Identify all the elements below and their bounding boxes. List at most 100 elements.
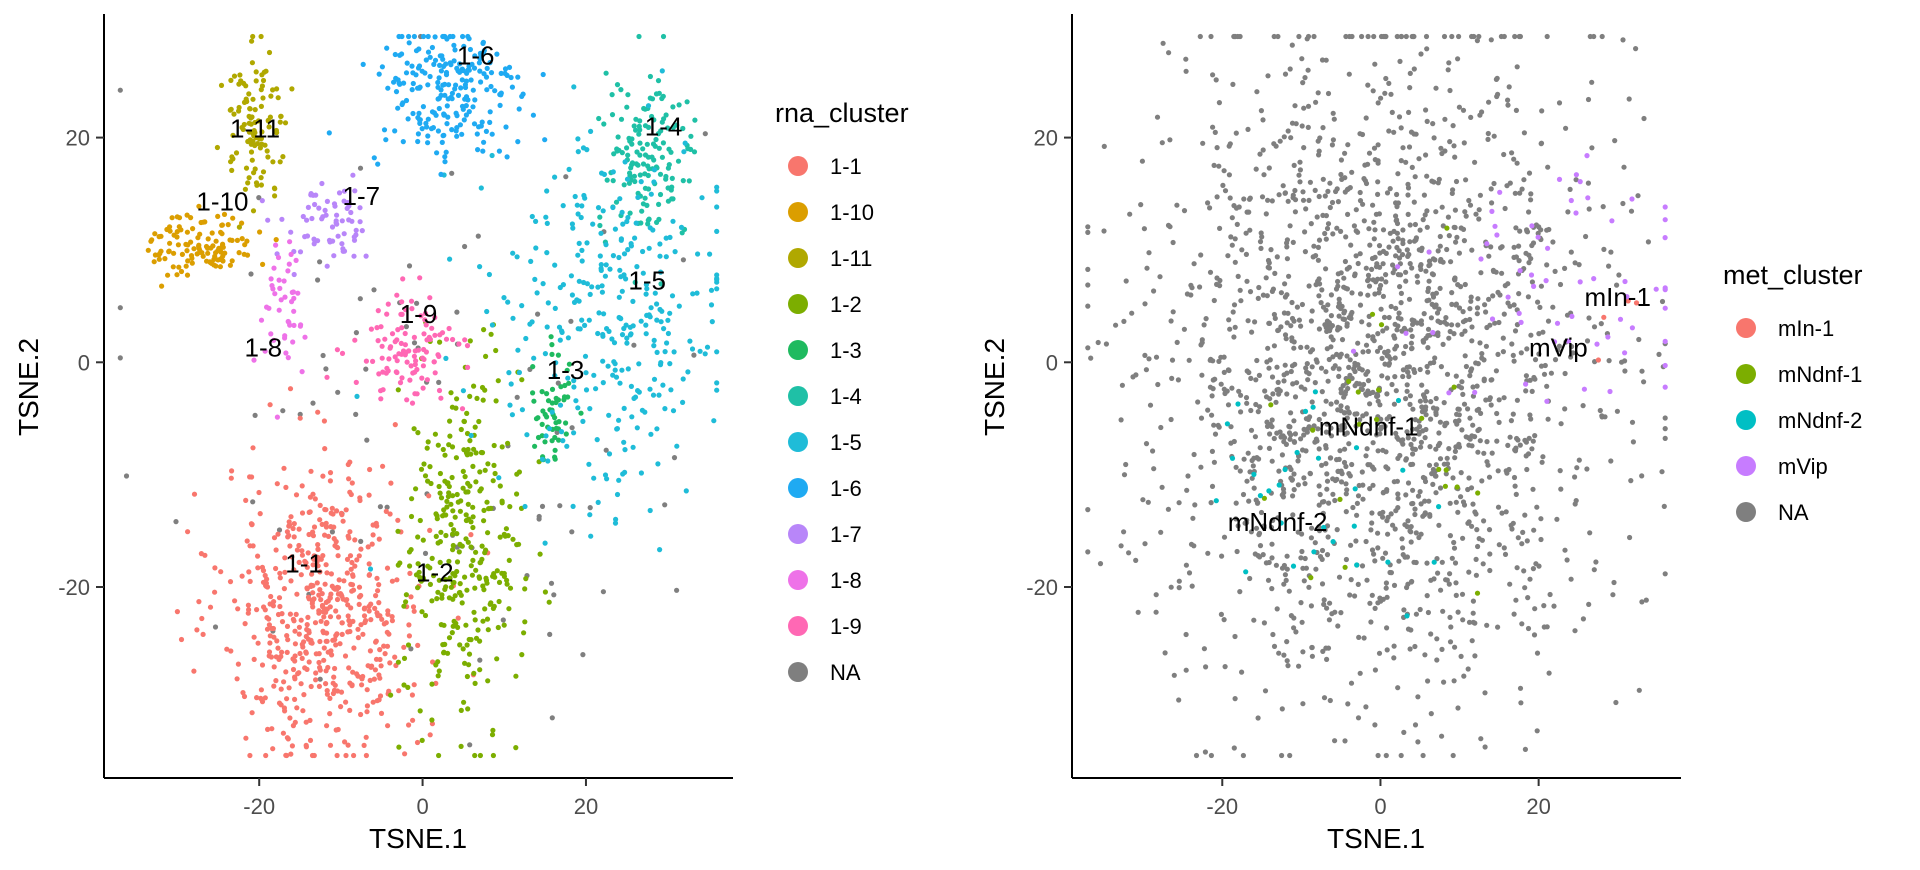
p1-point [485,461,491,467]
p1-point [398,340,404,346]
p1-point [638,318,644,324]
p2-point [1405,192,1411,198]
p1-point [296,670,302,676]
p2-point [1292,431,1298,437]
p2-point [1286,423,1292,429]
p2-point [1378,306,1384,312]
p2-point [1545,245,1551,251]
p1-point [542,540,548,546]
p2-legend-label: NA [1778,500,1809,525]
p2-point [1475,296,1481,302]
p2-point [1281,435,1288,441]
p1-point [446,635,453,641]
p1-point [654,426,660,432]
p1-point [470,463,476,469]
p1-point [306,659,312,665]
p1-point [442,154,448,160]
p2-point [1273,399,1279,405]
p1-point [542,589,549,595]
p2-point [1369,520,1375,526]
p1-point [220,258,226,264]
p1-point [352,537,358,543]
p2-point [1398,33,1404,40]
p2-point [1472,653,1478,659]
p1-point [283,669,289,675]
p1-point [271,599,277,605]
p2-point [1305,67,1311,73]
p2-point [1301,475,1307,481]
p2-point [1480,561,1486,567]
p1-point [429,44,435,51]
p1-point [483,128,489,134]
p2-point [1284,256,1290,262]
p2-point [1437,243,1443,249]
p1-x-axis-label: TSNE.1 [369,823,467,854]
p1-point [680,399,686,405]
p2-point [1313,282,1319,288]
p1-point [572,193,578,200]
p2-point [1249,329,1255,335]
p2-point [1282,71,1289,77]
p1-point [227,579,234,585]
p2-point [1229,215,1235,221]
p1-point [462,243,468,250]
p2-point [1395,171,1401,177]
p1-point [496,475,502,481]
p2-legend-label: mIn-1 [1778,316,1834,341]
p1-point [356,553,362,559]
p2-point [1384,190,1391,196]
p1-point [615,134,621,140]
p2-point [1413,236,1419,242]
p1-point [376,536,382,542]
p2-point [1394,191,1400,198]
p2-point [1289,338,1295,344]
p2-point [1255,715,1261,721]
p2-point [1633,300,1640,306]
p1-point [396,351,402,357]
p1-point [563,420,569,426]
p1-point [404,359,410,365]
p2-point [1375,752,1381,759]
p2-point [1454,234,1460,240]
p2-point [1328,433,1335,439]
p2-point [1607,388,1613,395]
p2-point [1298,555,1304,561]
p2-point [1470,384,1476,390]
p1-point [676,303,682,309]
p1-point [448,584,454,590]
p1-point [438,87,444,93]
p1-point [152,252,158,258]
p2-point [1453,444,1459,450]
p1-point [663,173,669,180]
p2-point [1608,458,1614,464]
p1-point [343,752,349,759]
p2-point [1516,310,1522,316]
p2-point [1538,140,1545,146]
p1-point [300,213,306,220]
p2-point [1518,350,1524,356]
p2-point [1302,229,1308,235]
p1-point [287,715,293,721]
p2-point [1263,275,1269,281]
p2-point [1325,645,1332,651]
p2-point [1512,190,1518,196]
p2-point [1288,613,1294,619]
p2-point [1489,208,1495,214]
p1-point [539,433,545,439]
p1-point [388,692,394,698]
p1-point [347,680,353,686]
p1-point [582,353,589,359]
p1-point [478,79,484,85]
p2-point [1335,199,1341,205]
p2-point [1629,325,1635,331]
p2-point [1423,412,1429,418]
p1-point [503,124,509,130]
p1-point [271,634,277,640]
p1-point [516,106,522,112]
p2-point [1515,535,1521,541]
p2-point [1334,399,1340,405]
p2-point [1354,380,1360,386]
p1-point [241,251,247,257]
p2-point [1271,435,1277,442]
